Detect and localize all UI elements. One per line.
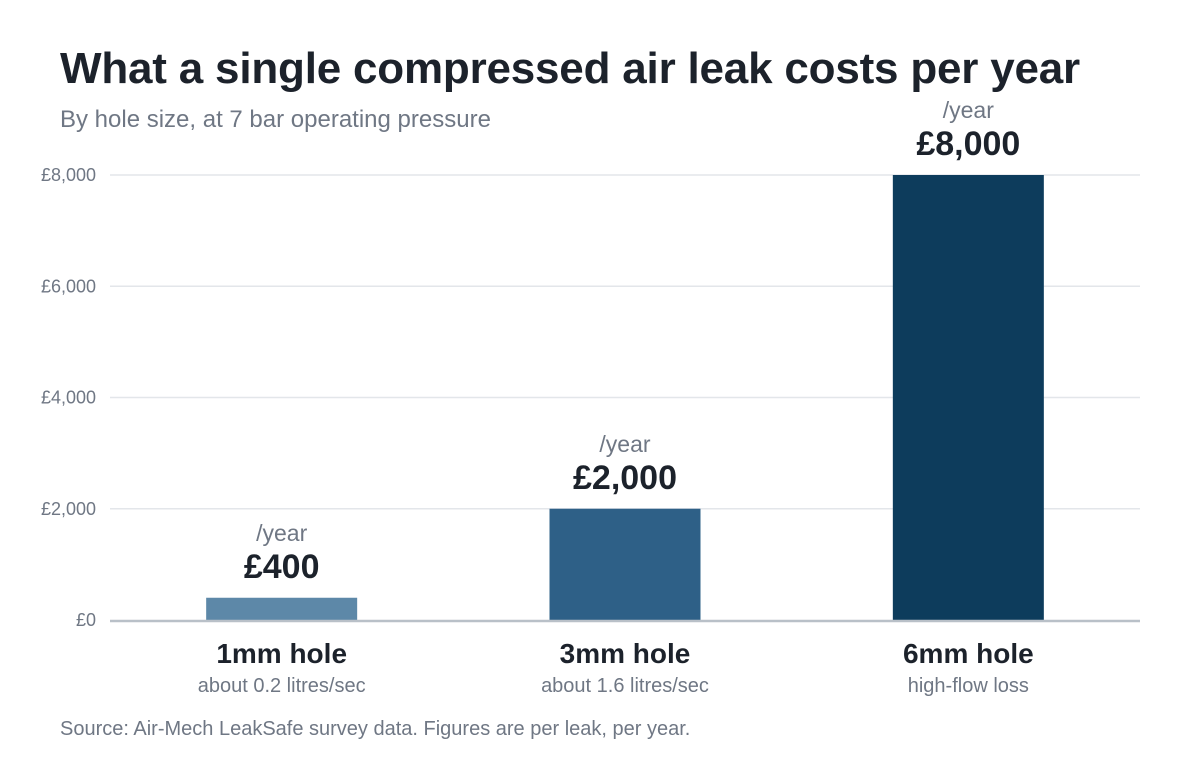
bar-value-label: £400 — [244, 548, 320, 586]
category-label: 1mm hole — [216, 638, 347, 669]
chart-source-note: Source: Air-Mech LeakSafe survey data. F… — [60, 718, 691, 740]
x-axis-categories: 1mm hole about 0.2 litres/sec 3mm hole abou… — [198, 638, 1034, 697]
bar — [892, 175, 1044, 620]
chart-title: What a single compressed air leak costs … — [60, 44, 1080, 93]
bar-unit-label: /year — [943, 97, 994, 123]
bar-unit-label: /year — [256, 520, 307, 546]
bar — [206, 597, 358, 620]
bar — [549, 508, 701, 620]
category-label: 3mm hole — [560, 638, 691, 669]
chart-subtitle: By hole size, at 7 bar operating pressur… — [60, 106, 491, 133]
y-tick-label: £0 — [76, 610, 96, 630]
category-sublabel: high-flow loss — [908, 675, 1029, 697]
y-tick-label: £4,000 — [41, 388, 96, 408]
y-tick-label: £2,000 — [41, 499, 96, 519]
y-tick-label: £6,000 — [41, 276, 96, 296]
bars — [206, 175, 1044, 620]
bar-value-label: £8,000 — [916, 125, 1020, 163]
category-sublabel: about 0.2 litres/sec — [198, 675, 366, 697]
bar-value-label: £2,000 — [573, 459, 677, 497]
category-label: 6mm hole — [903, 638, 1034, 669]
y-tick-label: £8,000 — [41, 165, 96, 185]
y-axis-ticks: £0 £2,000 £4,000 £6,000 £8,000 — [41, 165, 96, 630]
bar-unit-label: /year — [599, 431, 650, 457]
category-sublabel: about 1.6 litres/sec — [541, 675, 709, 697]
bar-labels: £400/year£2,000/year£8,000/year — [244, 97, 1020, 586]
